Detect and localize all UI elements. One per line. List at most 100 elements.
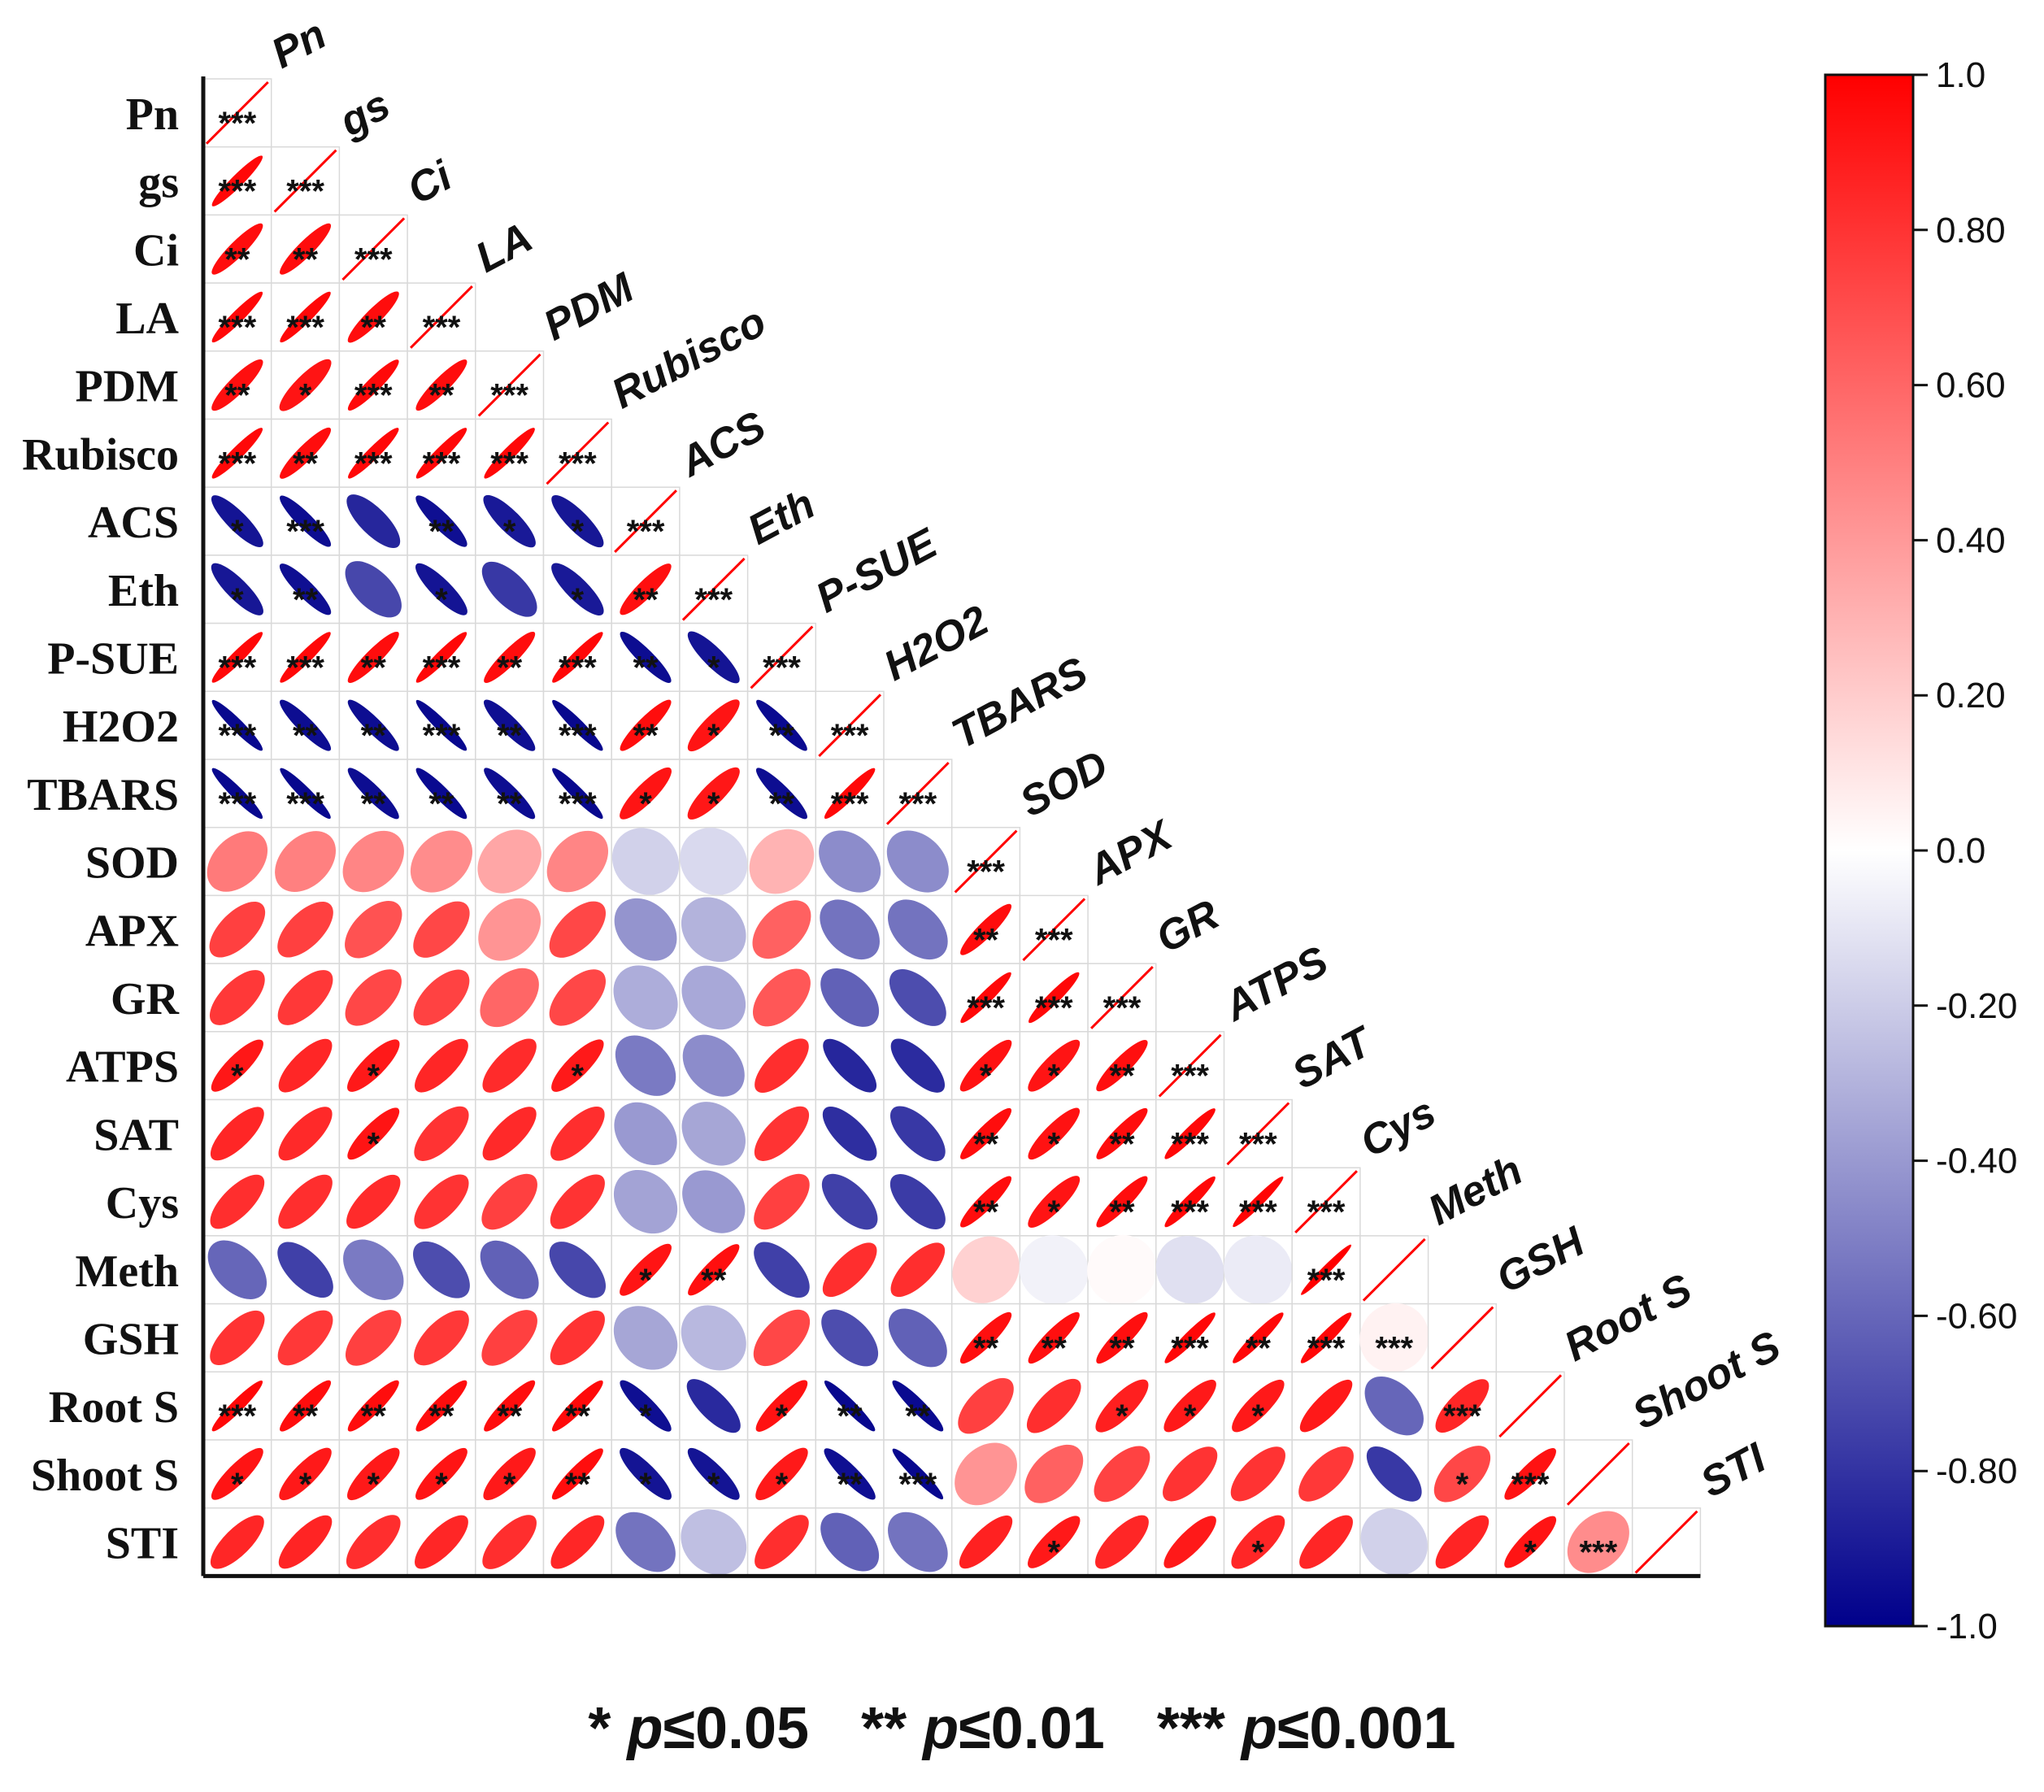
row-label-sat: SAT <box>94 1110 179 1160</box>
cell-acs-rubisco: * <box>542 486 612 556</box>
correlation-ellipse <box>822 1107 877 1161</box>
correlation-ellipse <box>959 1311 1012 1364</box>
correlation-ellipse <box>820 1512 880 1572</box>
cell-gsh-apx: ** <box>1019 1303 1089 1373</box>
significance-mark: *** <box>218 310 256 346</box>
significance-mark: ** <box>973 922 999 958</box>
cell-gr-h2o2 <box>815 963 885 1033</box>
cell-shoot-s-pdm: * <box>475 1439 545 1509</box>
cell-root-s-pn: *** <box>202 1371 272 1441</box>
cell-meth-gr <box>1087 1234 1157 1305</box>
correlation-ellipse <box>1300 1312 1352 1364</box>
significance-mark: * <box>1116 1398 1129 1434</box>
cell-root-s-tbars: ** <box>883 1371 953 1441</box>
correlation-ellipse <box>211 155 263 207</box>
cell-atps-acs <box>611 1031 681 1101</box>
column-label-rubisco: Rubisco <box>604 298 773 419</box>
significance-mark: * <box>707 786 720 822</box>
cell-sti-sat: * <box>1223 1507 1293 1577</box>
correlation-ellipse <box>280 223 332 275</box>
cell-gsh-gr: ** <box>1087 1303 1157 1373</box>
correlation-ellipse <box>613 1169 678 1234</box>
correlation-ellipse <box>756 699 807 751</box>
cell-root-s-apx <box>1019 1371 1089 1441</box>
significance-mark: ** <box>428 514 454 550</box>
cell-tbars-la: ** <box>407 759 476 829</box>
significance-mark: ** <box>1042 1330 1068 1366</box>
correlation-ellipse <box>482 1038 537 1093</box>
cell-cys-gs <box>270 1167 341 1237</box>
significance-mark: *** <box>490 378 528 414</box>
cell-gsh-ci <box>338 1303 408 1373</box>
column-label-acs: ACS <box>671 402 773 487</box>
significance-mark: ** <box>361 1398 387 1434</box>
legend-p-3: p <box>1241 1696 1277 1761</box>
colorbar-ticks: 1.0 0.80 0.60 0.40 0.20 0.0 -0.20 -0.40 -0.60 -0.… <box>1913 55 2017 1646</box>
colorbar: 1.0 0.80 0.60 0.40 0.20 0.0 -0.20 -0.40 -0.60 -0.… <box>1824 55 2017 1646</box>
significance-mark: *** <box>1443 1398 1481 1434</box>
significance-mark: ** <box>428 1398 454 1434</box>
correlation-ellipse <box>1435 1515 1490 1569</box>
cell-sat-h2o2 <box>815 1098 885 1168</box>
significance-mark: * <box>707 1467 720 1503</box>
significance-mark: ** <box>1109 1330 1135 1366</box>
significance-mark: ** <box>293 241 319 277</box>
correlation-ellipse <box>342 830 404 893</box>
correlation-ellipse <box>613 965 678 1030</box>
significance-mark: *** <box>354 241 393 277</box>
significance-mark: *** <box>967 990 1005 1026</box>
cell-ci-pn: ** <box>202 214 272 284</box>
cell-rubisco-pn: *** <box>202 418 272 488</box>
correlation-ellipse <box>890 1242 946 1298</box>
significance-mark: *** <box>763 650 801 685</box>
correlation-ellipse <box>1230 1446 1285 1502</box>
correlation-ellipse <box>277 970 333 1025</box>
correlation-ellipse <box>1095 1515 1149 1569</box>
correlation-ellipse <box>823 1038 877 1093</box>
correlation-ellipse <box>753 1309 811 1367</box>
row-label-p-sue: P-SUE <box>47 633 179 684</box>
correlation-ellipse <box>824 768 876 820</box>
correlation-ellipse <box>277 1310 333 1366</box>
correlation-ellipse <box>620 631 672 683</box>
correlation-ellipse <box>611 828 680 895</box>
correlation-ellipse <box>480 968 539 1028</box>
column-label-pn: Pn <box>264 11 334 77</box>
correlation-ellipse <box>211 632 263 683</box>
cell-la-la: *** <box>407 282 476 352</box>
correlation-ellipse <box>1163 1446 1218 1502</box>
column-label-sod: SOD <box>1012 742 1116 826</box>
colorbar-tick-label: 0.80 <box>1936 211 2006 250</box>
significance-mark: ** <box>701 1263 727 1298</box>
cell-atps-gr: ** <box>1087 1031 1157 1101</box>
row-labels: Pn gs Ci LA PDM Rubisco ACS Eth P-SUE H2O2 TBARS SO… <box>22 89 179 1569</box>
correlation-ellipse <box>682 1034 745 1097</box>
correlation-ellipse <box>620 699 672 751</box>
correlation-ellipse <box>1298 1446 1354 1502</box>
cell-meth-meth <box>1359 1235 1429 1305</box>
cell-cys-atps: *** <box>1155 1167 1225 1237</box>
cell-acs-gs: *** <box>270 486 341 556</box>
significance-mark: ** <box>361 650 387 685</box>
correlation-ellipse <box>481 561 537 617</box>
cell-cys-p-sue <box>746 1167 817 1237</box>
significance-mark: ** <box>633 650 659 685</box>
cell-h2o2-pn: *** <box>202 690 272 760</box>
cell-gsh-h2o2 <box>815 1303 885 1373</box>
matrix-axes <box>201 76 1701 1578</box>
colorbar-tick-label: 0.60 <box>1936 366 2006 406</box>
correlation-ellipse <box>211 359 263 411</box>
row-label-pn: Pn <box>126 89 179 140</box>
cell-shoot-s-gr <box>1087 1439 1157 1509</box>
column-label-cys: Cys <box>1353 1089 1443 1167</box>
cell-tbars-ci: ** <box>338 759 408 829</box>
cell-atps-sod: * <box>950 1031 1021 1101</box>
diagonal-line <box>205 80 269 145</box>
significance-mark: * <box>231 582 244 618</box>
cell-cys-la <box>407 1167 476 1237</box>
correlation-ellipse <box>211 291 263 343</box>
cell-sod-rubisco <box>542 826 612 897</box>
correlation-ellipse <box>551 1380 603 1432</box>
cell-gr-pn <box>202 963 272 1033</box>
significance-mark: * <box>1047 1535 1060 1571</box>
